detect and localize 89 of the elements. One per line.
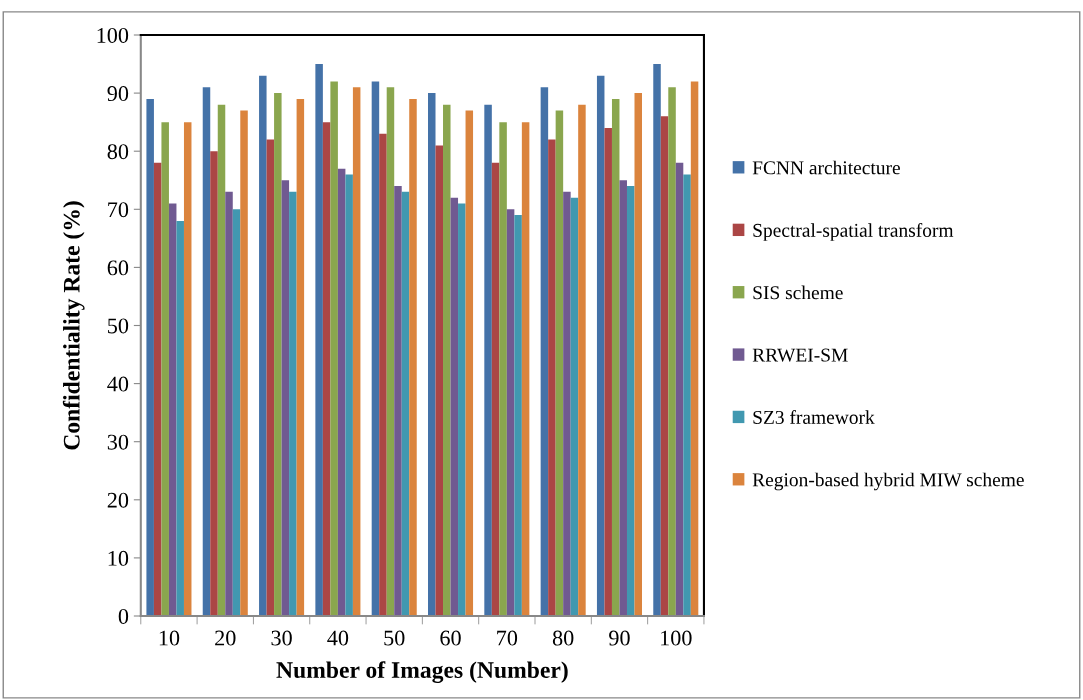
- bar: [555, 110, 564, 616]
- bar: [443, 104, 451, 616]
- bar: [548, 139, 556, 616]
- y-tick-label: 40: [107, 376, 129, 392]
- bar: [153, 162, 162, 616]
- bar: [484, 104, 492, 616]
- bar: [394, 186, 402, 616]
- bar: [330, 81, 338, 616]
- bar: [240, 110, 248, 616]
- x-tick-label: 20: [215, 630, 236, 646]
- bar: [668, 87, 676, 616]
- x-tick-label: 80: [552, 630, 574, 646]
- bar: [225, 191, 233, 616]
- y-tick-label: 100: [97, 27, 129, 43]
- bar: [217, 104, 226, 616]
- bar: [634, 93, 642, 616]
- y-tick-label: 60: [107, 260, 129, 276]
- legend-label: SIS scheme: [753, 285, 843, 300]
- bar: [611, 98, 620, 616]
- bar: [379, 133, 387, 616]
- bar: [428, 93, 436, 616]
- bar: [506, 209, 515, 616]
- bar: [435, 145, 444, 616]
- y-tick-label: 70: [108, 202, 129, 218]
- y-axis-title: Confidentiality Rate (%): [62, 201, 85, 450]
- bar: [352, 87, 361, 616]
- bar: [202, 87, 211, 616]
- y-tick-label: 50: [108, 318, 129, 334]
- bar: [274, 93, 282, 616]
- x-tick-label: 60: [440, 630, 461, 646]
- bar: [465, 110, 474, 616]
- x-axis-title: Number of Images (Number): [276, 661, 568, 683]
- bar: [450, 197, 459, 616]
- bar: [322, 122, 331, 616]
- legend-label: Region-based hybrid MIW scheme: [752, 472, 1024, 491]
- bar: [596, 75, 605, 616]
- bar: [289, 191, 297, 616]
- legend-label: Spectral-spatial transform: [753, 223, 954, 241]
- bar: [491, 162, 500, 616]
- bar: [540, 87, 549, 616]
- legend-label: SZ3 framework: [753, 410, 875, 424]
- bar: [161, 122, 169, 616]
- y-tick-label: 90: [107, 86, 129, 102]
- y-tick-label: 30: [107, 434, 129, 450]
- bar: [499, 122, 507, 616]
- bar: [386, 87, 395, 616]
- bar: [176, 220, 184, 616]
- x-tick-label: 90: [609, 630, 630, 646]
- x-tick-label: 50: [384, 630, 405, 646]
- bar: [371, 81, 380, 616]
- y-tick-label: 0: [118, 608, 129, 624]
- bar: [409, 98, 417, 616]
- bar: [683, 174, 691, 616]
- bar: [458, 203, 466, 616]
- y-tick-label: 80: [107, 144, 129, 160]
- bar: [315, 64, 323, 616]
- x-tick-label: 30: [271, 630, 292, 646]
- bar: [675, 162, 684, 616]
- bar: [660, 116, 669, 616]
- bar: [266, 139, 275, 616]
- bar: [521, 122, 530, 616]
- bar: [626, 186, 635, 616]
- bar: [232, 209, 241, 616]
- bar: [690, 81, 699, 616]
- bar: [604, 127, 612, 616]
- y-tick-label: 20: [107, 492, 129, 508]
- bar: [570, 197, 579, 616]
- x-tick-label: 10: [159, 630, 180, 646]
- bar: [401, 191, 410, 616]
- bar: [619, 180, 627, 616]
- bar: [653, 64, 661, 616]
- bar: [563, 191, 571, 616]
- bar: [337, 168, 346, 616]
- x-tick-label: 40: [327, 630, 349, 646]
- x-tick-label: 70: [497, 630, 518, 646]
- bar: [183, 122, 192, 616]
- bar: [514, 215, 522, 616]
- bar: [210, 151, 218, 616]
- bar: [259, 75, 267, 616]
- bar: [578, 104, 586, 616]
- bar: [146, 98, 154, 616]
- bar: [168, 203, 177, 616]
- x-tick-label: 100: [661, 630, 692, 646]
- legend-label: RRWEI-SM: [752, 348, 848, 362]
- bar: [281, 180, 290, 616]
- bar: [296, 98, 305, 616]
- legend-label: FCNN architecture: [752, 160, 900, 175]
- bar: [345, 174, 353, 616]
- y-tick-label: 10: [108, 550, 129, 566]
